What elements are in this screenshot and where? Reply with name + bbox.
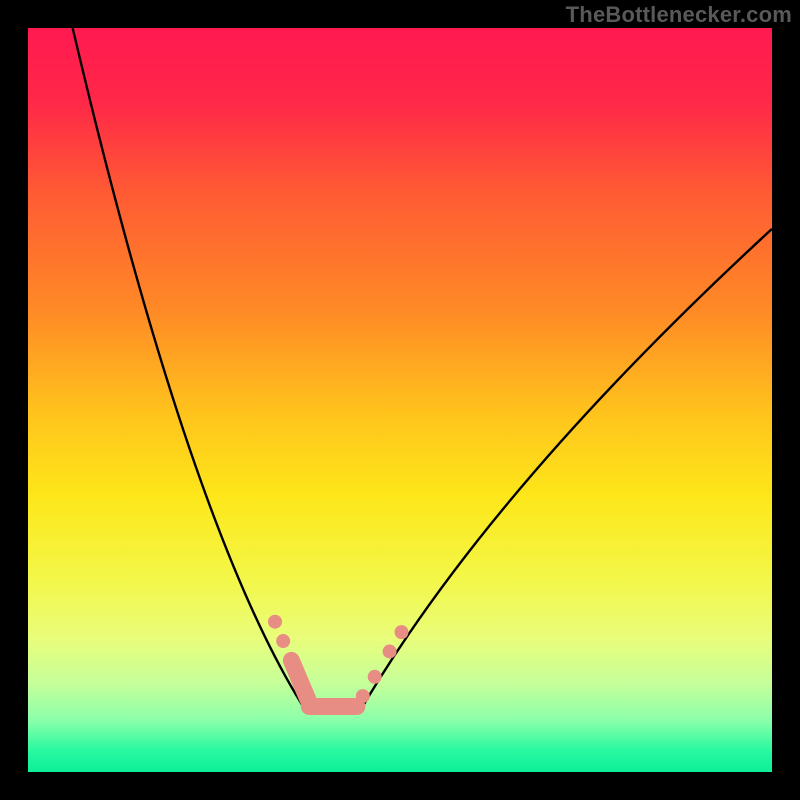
marker-dot xyxy=(394,625,408,639)
marker-dot xyxy=(383,644,397,658)
marker-dot xyxy=(356,689,370,703)
marker-dot xyxy=(268,615,282,629)
watermark-text: TheBottlenecker.com xyxy=(566,2,792,28)
marker-dot xyxy=(276,634,290,648)
chart-frame: TheBottlenecker.com xyxy=(0,0,800,800)
plot-area xyxy=(28,28,772,772)
marker-dot xyxy=(368,670,382,684)
bottleneck-chart xyxy=(0,0,800,800)
